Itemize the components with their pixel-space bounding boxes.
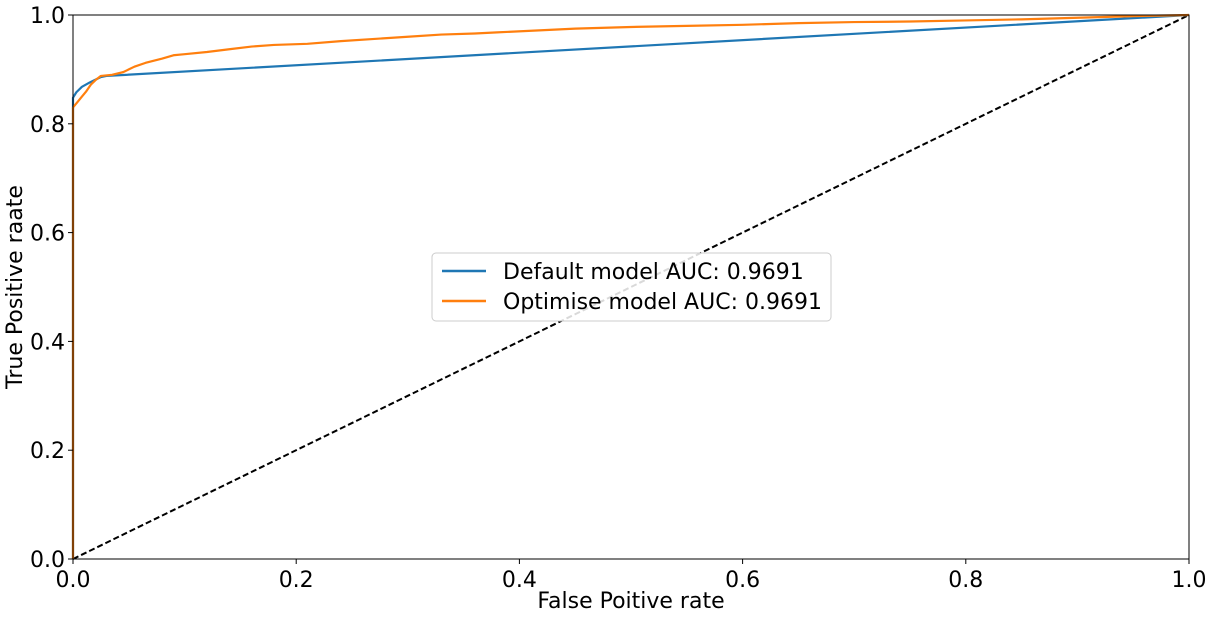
- x-tick-label: 1.0: [1172, 568, 1207, 593]
- legend: Default model AUC: 0.9691 Optimise model…: [431, 252, 832, 322]
- x-axis-label: False Poitive rate: [537, 589, 724, 614]
- x-tick-label: 0.2: [279, 568, 314, 593]
- x-tick-label: 0.8: [948, 568, 983, 593]
- legend-label-default: Default model AUC: 0.9691: [503, 260, 804, 285]
- y-axis-label: True Positive raate: [3, 185, 28, 390]
- y-tick-label: 1.0: [30, 4, 65, 29]
- x-tick-label: 0.4: [502, 568, 537, 593]
- y-tick-label: 0.4: [30, 330, 65, 355]
- x-axis: 0.0 0.2 0.4 0.6 0.8 1.0: [56, 559, 1207, 593]
- y-axis: 0.0 0.2 0.4 0.6 0.8 1.0: [30, 4, 73, 573]
- x-tick-label: 0.0: [56, 568, 91, 593]
- series-optimise-line: [71, 13, 1190, 559]
- legend-box: [431, 252, 832, 322]
- x-tick-label: 0.6: [725, 568, 760, 593]
- y-tick-label: 0.8: [30, 113, 65, 138]
- legend-label-optimise: Optimise model AUC: 0.9691: [503, 290, 822, 315]
- y-tick-label: 0.0: [30, 548, 65, 573]
- series-layer: [71, 13, 1190, 560]
- y-tick-label: 0.6: [30, 222, 65, 247]
- y-tick-label: 0.2: [30, 439, 65, 464]
- plot-frame: [72, 14, 1190, 560]
